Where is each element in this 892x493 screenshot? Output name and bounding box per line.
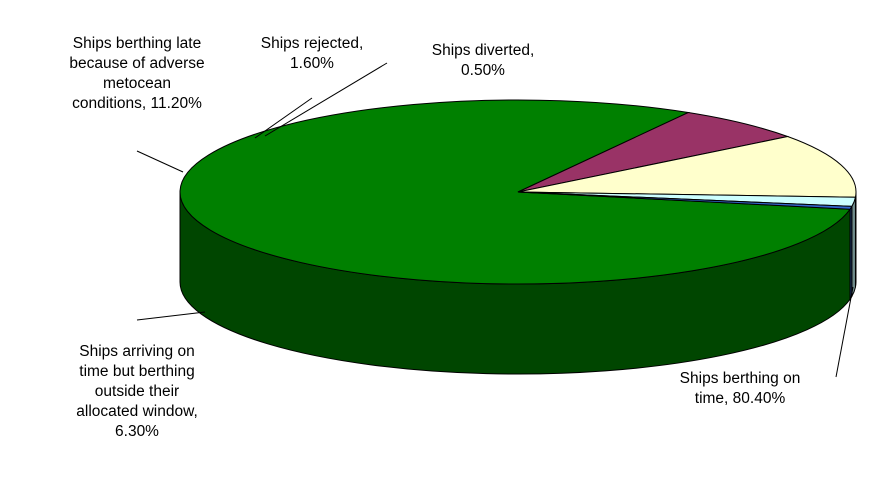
leader-line-1: [835, 286, 854, 378]
slice-label-5: Ships diverted, 0.50%: [432, 42, 535, 79]
pie-labels: Ships berthing on time, 80.40% Ships arriv…: [69, 35, 854, 440]
pie-slice-5: [517, 191, 853, 210]
slice-label-3-line-1: Ships berthing late: [73, 35, 201, 52]
pie-slice-3: [517, 136, 857, 198]
slice-label-4-line-1: Ships rejected,: [261, 35, 364, 52]
slice-label-1-line-1: Ships berthing on: [680, 370, 801, 387]
leader-line-5: [264, 62, 388, 137]
slice-label-3-line-3: metocean: [103, 75, 171, 92]
leader-line-2: [136, 311, 206, 321]
slice-label-5-line-2: 0.50%: [461, 62, 505, 79]
leader-line-4: [254, 97, 313, 139]
slice-label-3-line-4: conditions, 11.20%: [72, 95, 202, 112]
slice-label-3: Ships berthing late because of adverse met…: [69, 35, 204, 112]
slice-label-5-line-1: Ships diverted,: [432, 42, 535, 59]
pie-side-4: [851, 197, 856, 299]
pie-slice-1: [179, 99, 851, 285]
slice-label-4-line-2: 1.60%: [290, 55, 334, 72]
pie-slice-2: [517, 112, 790, 193]
slice-label-4: Ships rejected, 1.60%: [261, 35, 364, 72]
slice-label-1: Ships berthing on time, 80.40%: [680, 370, 801, 407]
slice-label-2-line-4: allocated window,: [76, 403, 198, 420]
slice-label-3-line-2: because of adverse: [69, 55, 204, 72]
slice-label-2: Ships arriving on time but berthing outsid…: [76, 343, 198, 440]
pie-side-5: [849, 204, 853, 301]
slice-label-2-line-1: Ships arriving on: [79, 343, 194, 360]
leader-line-3: [136, 150, 184, 173]
slice-label-2-line-5: 6.30%: [115, 423, 159, 440]
slice-label-2-line-2: time but berthing: [79, 363, 194, 380]
slice-label-1-line-2: time, 80.40%: [695, 390, 786, 407]
pie-top-faces: [179, 99, 857, 285]
slice-label-2-line-3: outside their: [95, 383, 179, 400]
